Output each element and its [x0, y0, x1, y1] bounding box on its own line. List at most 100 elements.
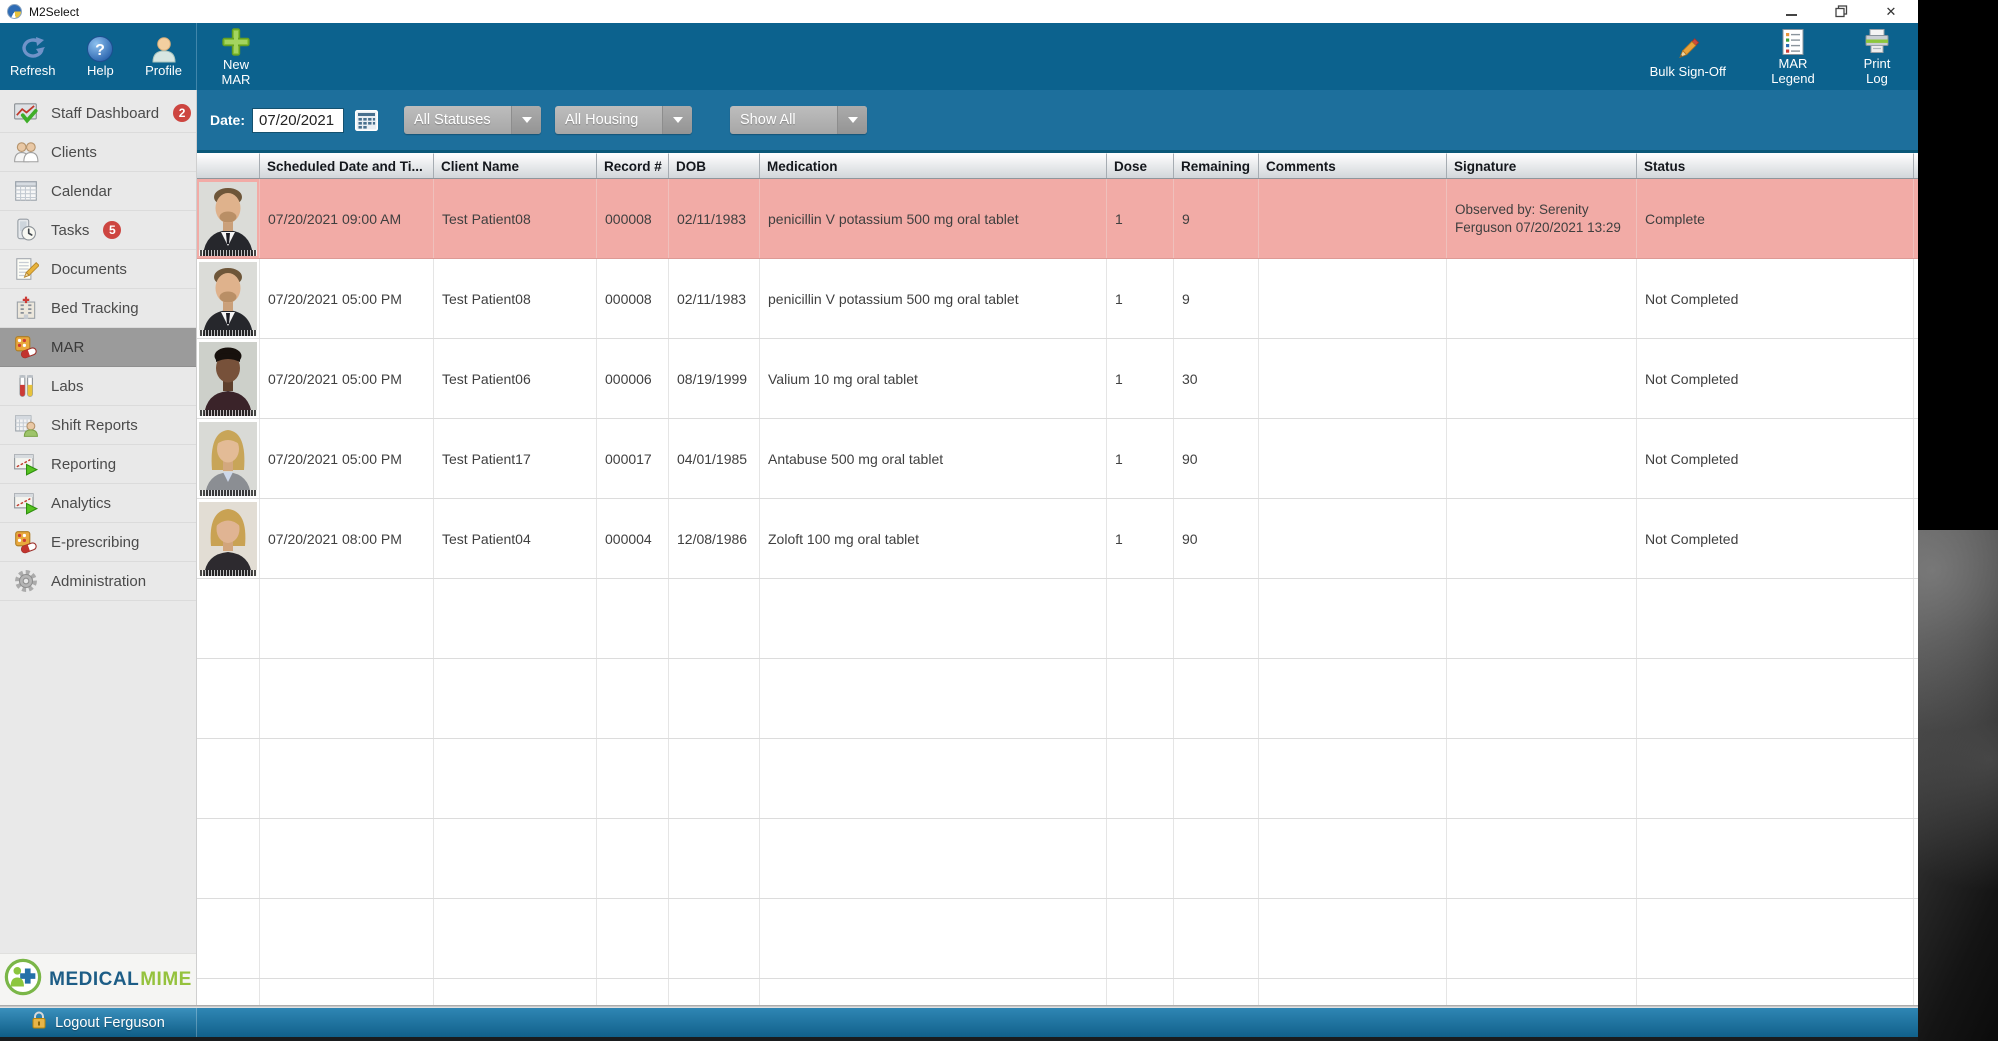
- signature-cell: [1447, 259, 1637, 338]
- column-header-record[interactable]: Record #: [597, 153, 669, 178]
- comments-cell: [1259, 259, 1447, 338]
- column-header-scheduled[interactable]: Scheduled Date and Ti...: [260, 153, 434, 178]
- patient-photo: [199, 341, 257, 416]
- scheduled-cell: 07/20/2021 05:00 PM: [260, 339, 434, 418]
- sidebar-item-analytics[interactable]: Analytics: [0, 484, 196, 523]
- staff-dashboard-badge: 2: [173, 104, 192, 122]
- sidebar-item-tasks[interactable]: Tasks 5: [0, 211, 196, 250]
- medical-mime-logo: MEDICAL MIME: [0, 953, 196, 1005]
- column-header-medication[interactable]: Medication: [760, 153, 1107, 178]
- record-cell: 000008: [597, 179, 669, 258]
- mar-icon: [12, 334, 39, 361]
- sidebar-item-calendar[interactable]: Calendar: [0, 172, 196, 211]
- status-cell: Not Completed: [1637, 259, 1914, 338]
- restore-button[interactable]: [1834, 5, 1848, 19]
- remaining-cell: 90: [1174, 499, 1259, 578]
- analytics-icon: [12, 490, 39, 517]
- housing-filter-dropdown[interactable]: All Housing: [555, 106, 693, 134]
- comments-cell: [1259, 339, 1447, 418]
- documents-icon: [12, 256, 39, 283]
- show-filter-dropdown[interactable]: Show All: [730, 106, 868, 134]
- status-cell: Not Completed: [1637, 499, 1914, 578]
- bed-tracking-icon: [12, 295, 39, 322]
- sidebar-item-bed-tracking[interactable]: Bed Tracking: [0, 289, 196, 328]
- record-cell: 000004: [597, 499, 669, 578]
- status-cell: Not Completed: [1637, 419, 1914, 498]
- remaining-cell: 9: [1174, 259, 1259, 338]
- record-cell: 000017: [597, 419, 669, 498]
- date-label: Date:: [210, 112, 246, 128]
- new-mar-button[interactable]: New MAR: [211, 23, 261, 90]
- table-row[interactable]: 07/20/2021 09:00 AM Test Patient08 00000…: [197, 179, 1918, 259]
- table-row[interactable]: 07/20/2021 05:00 PM Test Patient17 00001…: [197, 419, 1918, 499]
- sidebar-item-staff-dashboard[interactable]: Staff Dashboard 2: [0, 94, 196, 133]
- patient-photo: [199, 261, 257, 336]
- chevron-down-icon: [511, 106, 542, 134]
- calendar-picker-icon[interactable]: [355, 109, 379, 131]
- column-header-dose[interactable]: Dose: [1107, 153, 1174, 178]
- filter-bar: Date: All Statuses: [197, 90, 1918, 150]
- title-bar: M2Select ✕: [0, 0, 1918, 23]
- empty-row: [197, 739, 1918, 819]
- scheduled-cell: 07/20/2021 05:00 PM: [260, 259, 434, 338]
- clients-icon: [12, 139, 39, 166]
- medication-cell: Antabuse 500 mg oral tablet: [760, 419, 1107, 498]
- app-logo-icon: [7, 4, 22, 19]
- window-controls: ✕: [1784, 3, 1918, 19]
- sidebar-item-clients[interactable]: Clients: [0, 133, 196, 172]
- help-button[interactable]: ? Help: [82, 33, 118, 80]
- bottom-divider: [0, 1005, 1918, 1008]
- sidebar-item-shift-reports[interactable]: Shift Reports: [0, 406, 196, 445]
- profile-button[interactable]: Profile: [141, 33, 186, 80]
- chevron-down-icon: [662, 106, 693, 134]
- column-header-status[interactable]: Status: [1637, 153, 1914, 178]
- table-header-row: Scheduled Date and Ti... Client Name Rec…: [197, 153, 1918, 179]
- medication-cell: Valium 10 mg oral tablet: [760, 339, 1107, 418]
- sidebar-item-e-prescribing[interactable]: E-prescribing: [0, 523, 196, 562]
- empty-row: [197, 979, 1918, 1005]
- sidebar-item-administration[interactable]: Administration: [0, 562, 196, 601]
- column-header-comments[interactable]: Comments: [1259, 153, 1447, 178]
- scheduled-cell: 07/20/2021 08:00 PM: [260, 499, 434, 578]
- dose-cell: 1: [1107, 499, 1174, 578]
- patient-photo: [199, 181, 257, 256]
- mar-legend-button[interactable]: MAR Legend: [1760, 26, 1826, 88]
- lock-icon: [31, 1011, 47, 1034]
- logo-text-mime: MIME: [140, 968, 192, 990]
- tasks-icon: [12, 217, 39, 244]
- remaining-cell: 30: [1174, 339, 1259, 418]
- status-filter-dropdown[interactable]: All Statuses: [404, 106, 542, 134]
- print-log-button[interactable]: Print Log: [1856, 26, 1898, 88]
- dob-cell: 02/11/1983: [669, 179, 760, 258]
- column-header-remaining[interactable]: Remaining: [1174, 153, 1259, 178]
- record-cell: 000006: [597, 339, 669, 418]
- column-header-dob[interactable]: DOB: [669, 153, 760, 178]
- client-name-cell: Test Patient17: [434, 419, 597, 498]
- table-row[interactable]: 07/20/2021 08:00 PM Test Patient04 00000…: [197, 499, 1918, 579]
- sidebar-item-reporting[interactable]: Reporting: [0, 445, 196, 484]
- table-row[interactable]: 07/20/2021 05:00 PM Test Patient08 00000…: [197, 259, 1918, 339]
- refresh-button[interactable]: Refresh: [6, 33, 60, 80]
- column-header-signature[interactable]: Signature: [1447, 153, 1637, 178]
- sidebar-item-labs[interactable]: Labs: [0, 367, 196, 406]
- dob-cell: 02/11/1983: [669, 259, 760, 338]
- toolbar-left-group: Refresh ? Help: [0, 23, 197, 90]
- comments-cell: [1259, 179, 1447, 258]
- window-title: M2Select: [29, 4, 80, 19]
- close-button[interactable]: ✕: [1885, 3, 1897, 19]
- sidebar-item-mar[interactable]: MAR: [0, 328, 196, 367]
- profile-icon: [150, 35, 178, 63]
- legend-list-icon: [1780, 28, 1806, 56]
- status-cell: Not Completed: [1637, 339, 1914, 418]
- column-header-client-name[interactable]: Client Name: [434, 153, 597, 178]
- sidebar-item-documents[interactable]: Documents: [0, 250, 196, 289]
- logout-button[interactable]: Logout Ferguson: [0, 1008, 197, 1037]
- signature-cell: [1447, 339, 1637, 418]
- minimize-button[interactable]: [1784, 5, 1798, 19]
- bulk-sign-off-button[interactable]: Bulk Sign-Off: [1646, 32, 1730, 81]
- date-input[interactable]: [252, 107, 345, 133]
- remaining-cell: 9: [1174, 179, 1259, 258]
- printer-icon: [1862, 28, 1892, 56]
- pencil-icon: [1673, 34, 1703, 64]
- table-row[interactable]: 07/20/2021 05:00 PM Test Patient06 00000…: [197, 339, 1918, 419]
